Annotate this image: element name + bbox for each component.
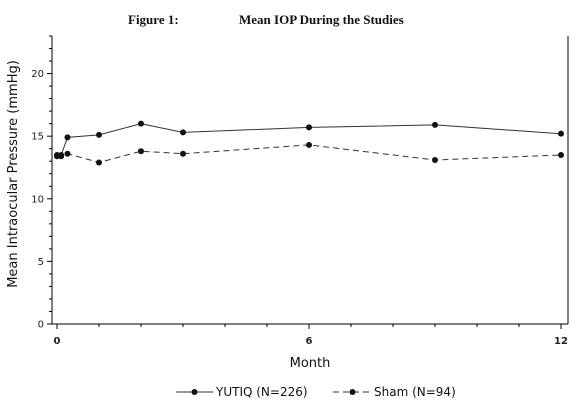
plot-area xyxy=(51,36,569,325)
legend-item-2: Sham (N=94) xyxy=(333,385,456,399)
series-layer xyxy=(54,120,564,166)
data-point xyxy=(306,124,312,131)
figure-label: Figure 1: xyxy=(128,12,179,27)
data-point xyxy=(64,134,71,141)
y-tick-label: 20 xyxy=(31,69,44,80)
data-point xyxy=(432,156,438,163)
data-point xyxy=(138,148,144,155)
data-point xyxy=(96,131,102,138)
legend-label: YUTIQ (N=226) xyxy=(215,385,308,399)
series-line xyxy=(56,144,562,164)
y-tick-label: 10 xyxy=(31,194,44,205)
y-tick-label: 0 xyxy=(38,320,44,331)
data-point xyxy=(96,159,102,166)
y-axis-label: Mean Intraocular Pressure (mmHg) xyxy=(6,60,21,288)
x-ticks: 0 6 12 xyxy=(54,324,568,347)
data-point xyxy=(64,150,71,157)
chart-title: Mean IOP During the Studies xyxy=(239,12,404,27)
y-ticks: 0 5 10 15 20 xyxy=(31,35,52,331)
data-point xyxy=(306,141,312,148)
series-2 xyxy=(54,141,564,166)
data-point xyxy=(558,130,564,137)
legend: YUTIQ (N=226) Sham (N=94) xyxy=(176,385,456,399)
legend-swatch-marker xyxy=(349,389,356,395)
y-tick-label: 5 xyxy=(38,257,44,268)
x-tick-label: 6 xyxy=(306,336,313,347)
legend-swatch-marker xyxy=(191,389,198,395)
data-point xyxy=(180,150,186,157)
series-1 xyxy=(54,120,564,160)
legend-item-1: YUTIQ (N=226) xyxy=(176,385,308,399)
legend-label: Sham (N=94) xyxy=(374,385,456,399)
x-axis-label: Month xyxy=(290,356,331,371)
data-point xyxy=(138,120,144,127)
data-point xyxy=(558,151,564,158)
y-tick-label: 15 xyxy=(31,132,44,143)
x-tick-label: 12 xyxy=(554,336,568,347)
data-point xyxy=(180,129,186,136)
data-point xyxy=(58,153,65,160)
data-point xyxy=(432,121,438,128)
x-tick-label: 0 xyxy=(54,336,61,347)
